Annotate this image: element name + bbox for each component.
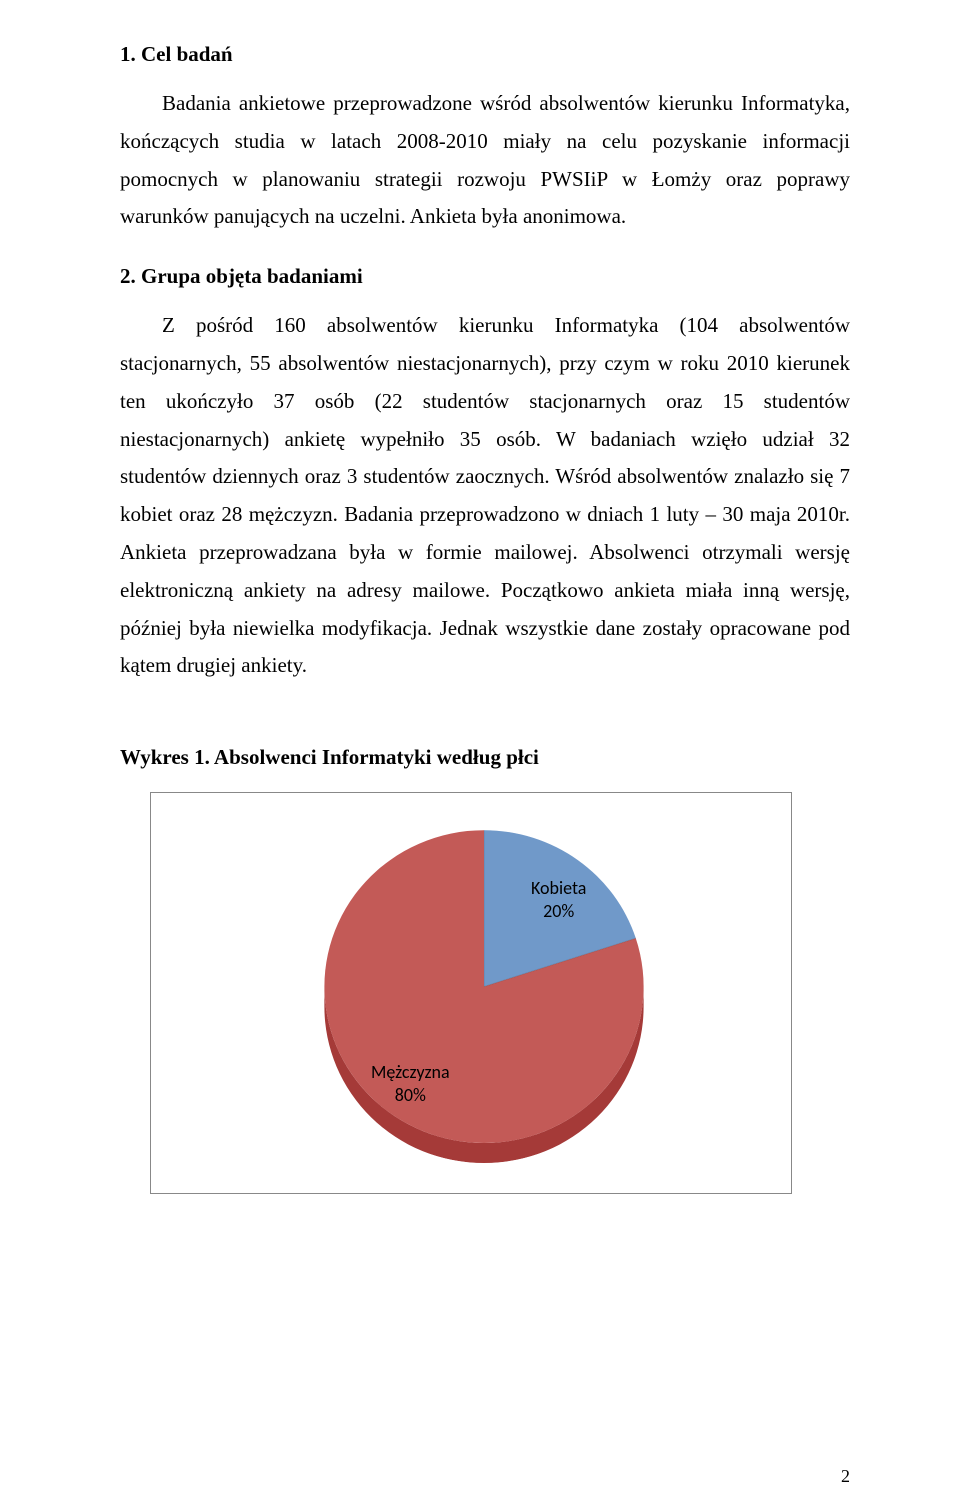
pie-label-1-line2: 80% [395, 1084, 426, 1106]
paragraph-section-1: Badania ankietowe przeprowadzone wśród a… [120, 85, 850, 236]
page-number: 2 [841, 1466, 850, 1487]
pie-label-0: Kobieta 20% [531, 877, 586, 922]
pie-label-0-line2: 20% [543, 900, 574, 922]
pie-chart-frame: Kobieta 20% Mężczyzna 80% [150, 792, 792, 1194]
pie-chart [316, 827, 652, 1163]
heading-section-1: 1. Cel badań [120, 42, 850, 67]
pie-svg [316, 827, 652, 1163]
paragraph-section-2: Z pośród 160 absolwentów kierunku Inform… [120, 307, 850, 685]
heading-section-2: 2. Grupa objęta badaniami [120, 264, 850, 289]
chart-caption: Wykres 1. Absolwenci Informatyki według … [120, 745, 850, 770]
document-page: 1. Cel badań Badania ankietowe przeprowa… [0, 0, 960, 1509]
pie-label-1-line1: Mężczyzna [371, 1061, 450, 1083]
pie-label-0-line1: Kobieta [531, 877, 586, 899]
pie-label-1: Mężczyzna 80% [371, 1061, 450, 1106]
